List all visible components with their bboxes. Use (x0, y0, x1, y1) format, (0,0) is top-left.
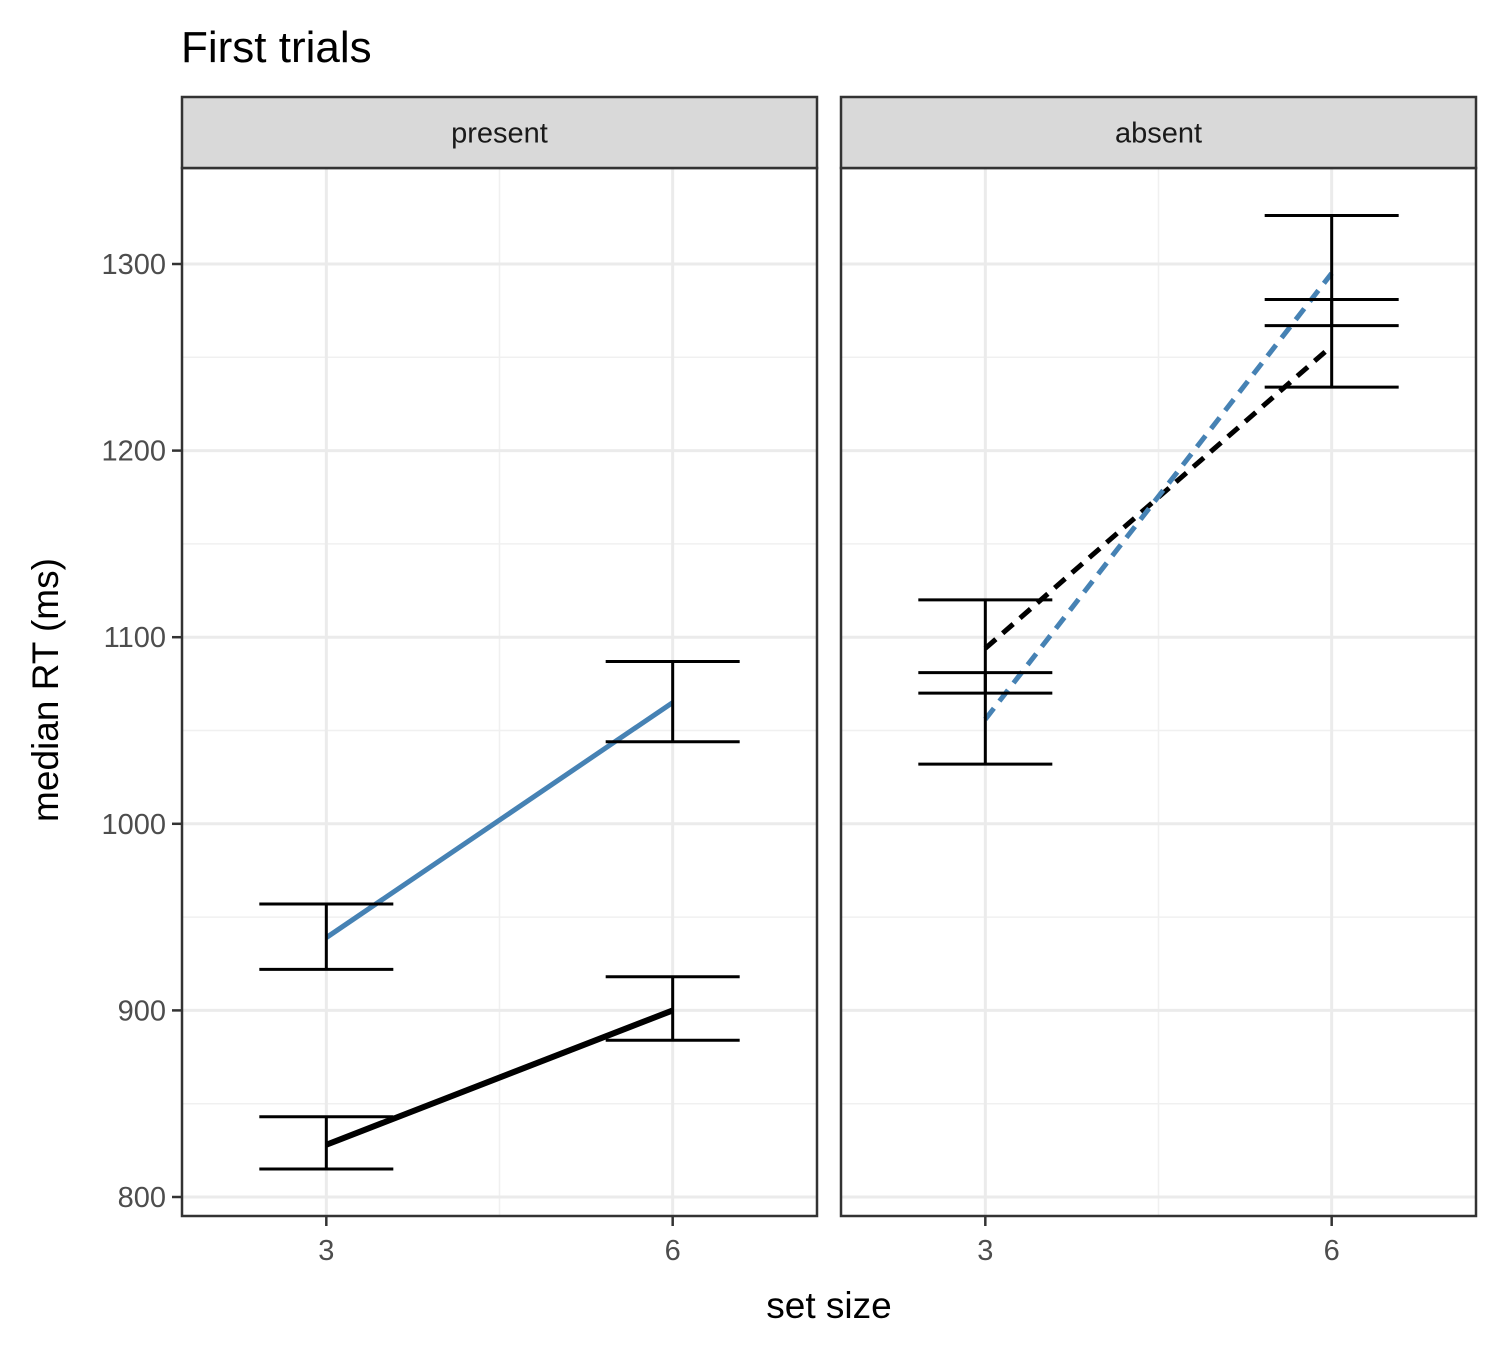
x-axis-title: set size (766, 1285, 891, 1326)
strip-label-absent: absent (1115, 118, 1202, 150)
y-tick-label: 900 (118, 995, 166, 1027)
y-tick-label: 1000 (101, 809, 166, 841)
strip-background (839, 95, 1478, 170)
x-tick-label: 3 (977, 1235, 993, 1267)
chart-title: First trials (181, 23, 372, 72)
y-tick-label: 1100 (104, 622, 166, 654)
panel-absent: absent 3 6 (839, 95, 1478, 1267)
series-line-absent-0 (983, 344, 1334, 651)
x-tick-label: 6 (1324, 1235, 1340, 1267)
strip-background (180, 95, 819, 170)
x-tick-label: 6 (665, 1235, 681, 1267)
y-tick-label: 800 (118, 1182, 166, 1214)
y-axis-title: median RT (ms) (25, 558, 66, 822)
strip-label-present: present (451, 118, 548, 150)
panel-present: present 3 6 (180, 95, 819, 1267)
panels: present 3 6 absent 3 6 800 900 1000 1100 1200 1300 (101, 95, 1478, 1267)
series-line-present-1 (325, 1007, 674, 1148)
y-tick-label: 1300 (101, 249, 166, 281)
x-tick-label: 3 (318, 1235, 334, 1267)
series-line-absent-1 (983, 271, 1334, 721)
y-tick-label: 1200 (101, 436, 166, 468)
